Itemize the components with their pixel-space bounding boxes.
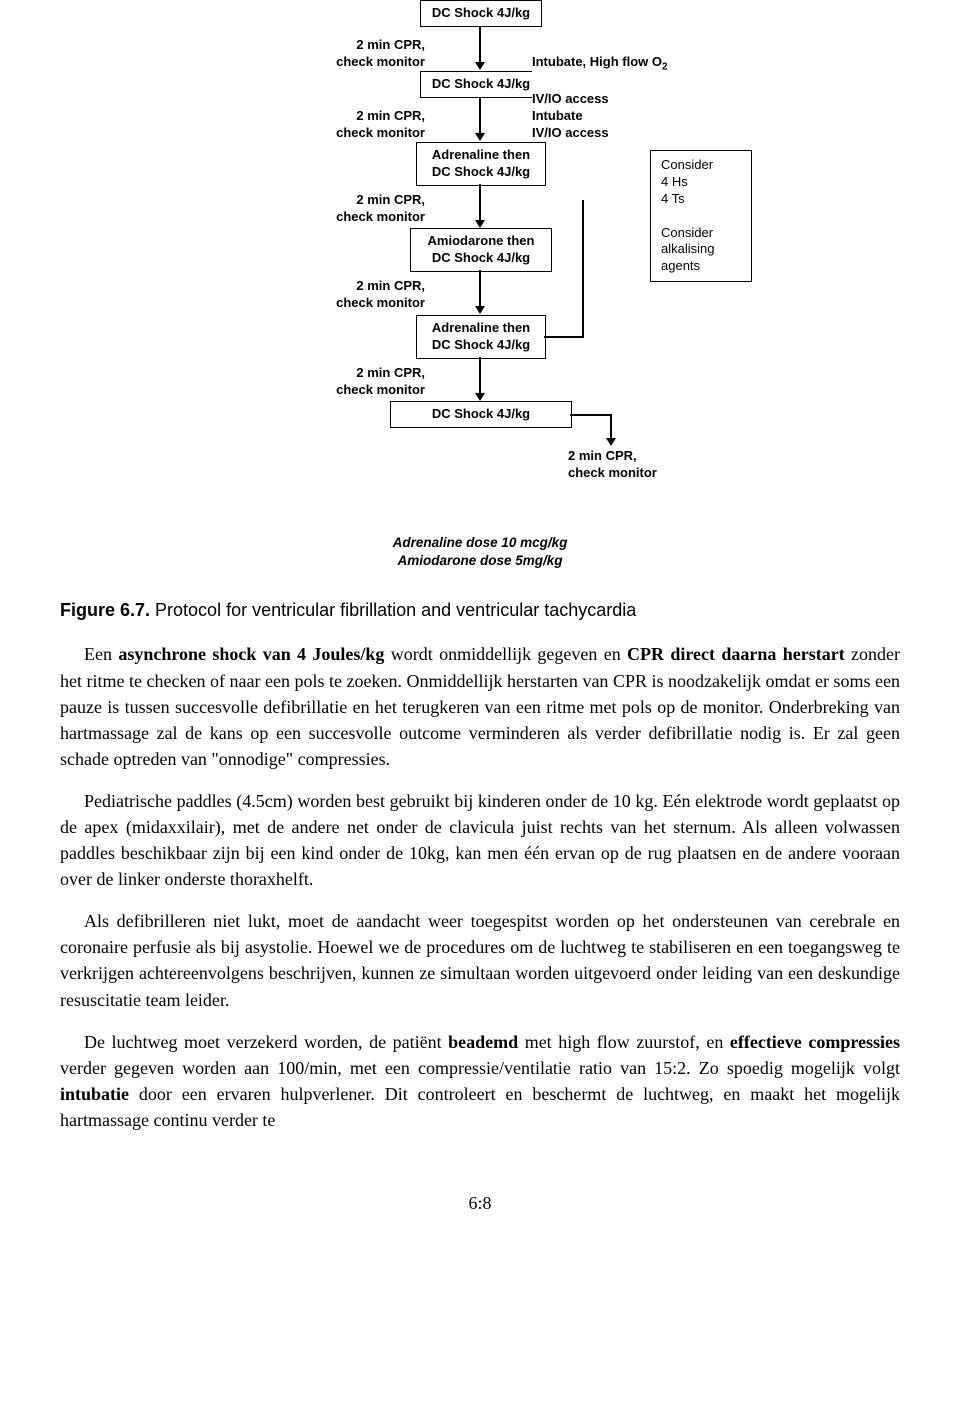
p1-c: wordt onmiddellijk gegeven en [384, 644, 627, 664]
left-label-1: 2 min CPR, check monitor [325, 37, 425, 71]
h-line-bottom [570, 414, 612, 416]
flow-box-1: DC Shock 4J/kg [420, 0, 542, 27]
p4-a: De luchtweg moet verzekerd worden, de pa… [84, 1032, 448, 1052]
flow-box-6: DC Shock 4J/kg [390, 401, 572, 428]
connector-h [544, 336, 584, 338]
p4-g: door een ervaren hulpverlener. Dit contr… [60, 1084, 900, 1130]
flow-box-2: DC Shock 4J/kg [420, 71, 542, 98]
flowchart: DC Shock 4J/kg DC Shock 4J/kg Adrenaline… [180, 0, 780, 530]
arrow-4 [479, 270, 481, 308]
connector-v [582, 200, 584, 338]
v-line-bottom [610, 414, 612, 440]
arrow-head-bottom [606, 438, 616, 446]
right-label-last: 2 min CPR, check monitor [568, 448, 657, 482]
paragraph-2: Pediatrische paddles (4.5cm) worden best… [60, 788, 900, 892]
paragraph-1: Een asynchrone shock van 4 Joules/kg wor… [60, 641, 900, 771]
left-label-2: 2 min CPR, check monitor [325, 108, 425, 142]
paragraph-4: De luchtweg moet verzekerd worden, de pa… [60, 1029, 900, 1133]
p4-e: verder gegeven worden aan 100/min, met e… [60, 1058, 900, 1078]
arrow-5 [479, 357, 481, 395]
dose-line-2: Amiodarone dose 5mg/kg [397, 553, 562, 568]
figure-caption-text: Protocol for ventricular fibrillation an… [150, 600, 636, 620]
p4-b: beademd [448, 1032, 518, 1052]
p4-d: effectieve compressies [730, 1032, 900, 1052]
arrow-head-1 [475, 62, 485, 70]
consider-box: Consider 4 Hs 4 Ts Consider alkalising a… [650, 150, 752, 282]
p4-f: intubatie [60, 1084, 129, 1104]
left-label-4: 2 min CPR, check monitor [325, 278, 425, 312]
arrow-head-3 [475, 220, 485, 228]
right-label-2: Intubate IV/IO access [532, 108, 609, 142]
arrow-2 [479, 97, 481, 135]
right-label-1-sub: 2 [662, 61, 667, 72]
arrow-1 [479, 26, 481, 64]
page-number: 6:8 [60, 1193, 900, 1214]
left-label-5: 2 min CPR, check monitor [325, 365, 425, 399]
paragraph-3: Als defibrilleren niet lukt, moet de aan… [60, 908, 900, 1012]
arrow-head-2 [475, 133, 485, 141]
right-label-1: Intubate, High flow O2 IV/IO access [532, 37, 667, 108]
arrow-3 [479, 184, 481, 222]
flow-box-4: Amiodarone then DC Shock 4J/kg [410, 228, 552, 272]
arrow-head-5 [475, 393, 485, 401]
right-label-1-line2: IV/IO access [532, 91, 609, 106]
right-label-1-line1: Intubate, High flow O [532, 54, 662, 69]
left-label-3: 2 min CPR, check monitor [325, 192, 425, 226]
p4-c: met high flow zuurstof, en [518, 1032, 730, 1052]
flow-box-3: Adrenaline then DC Shock 4J/kg [416, 142, 546, 186]
flow-box-5: Adrenaline then DC Shock 4J/kg [416, 315, 546, 359]
dose-text: Adrenaline dose 10 mcg/kg Amiodarone dos… [60, 534, 900, 570]
p1-a: Een [84, 644, 118, 664]
arrow-head-4 [475, 306, 485, 314]
figure-caption: Figure 6.7. Protocol for ventricular fib… [60, 600, 900, 621]
dose-line-1: Adrenaline dose 10 mcg/kg [393, 535, 568, 550]
p1-b: asynchrone shock van 4 Joules/kg [118, 644, 384, 664]
figure-label: Figure 6.7. [60, 600, 150, 620]
p1-d: CPR direct daarna herstart [627, 644, 845, 664]
